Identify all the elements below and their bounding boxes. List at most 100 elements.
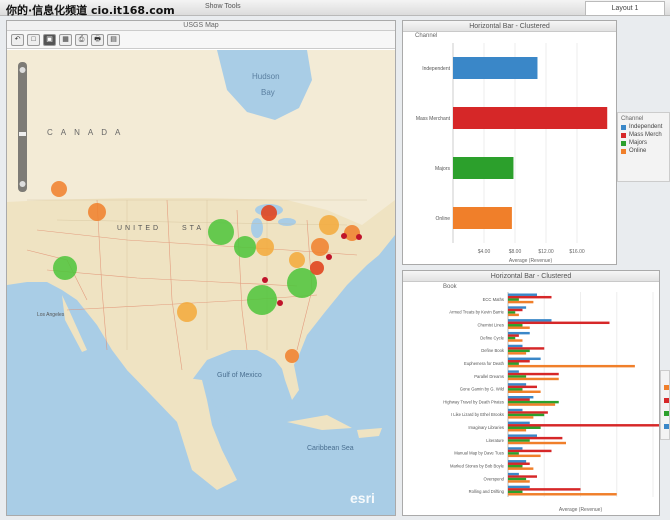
- map-label-bay: Bay: [261, 88, 275, 97]
- print-icon[interactable]: ⎙: [75, 34, 88, 46]
- category-label: Rolling and Drifting: [469, 489, 505, 494]
- map-toolbar: ↶ □ ▣ ▦ ⎙ 🖶 ▤: [7, 31, 395, 49]
- extent-icon[interactable]: □: [27, 34, 40, 46]
- printer-icon[interactable]: 🖶: [91, 34, 104, 46]
- bar: [508, 424, 659, 427]
- x-tick-label: $12.00: [538, 249, 554, 255]
- bar: [508, 308, 523, 312]
- bar: [508, 306, 527, 309]
- bar: [508, 454, 541, 458]
- legend-swatch: [621, 140, 626, 146]
- bar: [508, 334, 519, 337]
- bar: [508, 362, 519, 365]
- category-label: Overspend: [484, 476, 505, 481]
- category-label: Marked Stones by Bob Boyle: [450, 463, 505, 468]
- bar: [508, 313, 519, 317]
- bottom-chart-panel: Horizontal Bar - Clustered Book ECC Math…: [402, 270, 660, 516]
- category-label: Gone Gamin by G. Wild: [460, 387, 505, 392]
- legend-item[interactable]: Mass Merch: [621, 132, 666, 138]
- x-tick-label: $8.00: [509, 249, 522, 255]
- bar: [508, 360, 530, 363]
- bar: [508, 475, 537, 478]
- top-chart-header: Channel: [415, 33, 438, 39]
- bar: [508, 321, 610, 325]
- map-label-sta: STA: [182, 225, 205, 232]
- bar: [508, 364, 635, 368]
- bar: [508, 403, 556, 406]
- map-view-icon[interactable]: ▣: [43, 34, 56, 46]
- map-label-united: UNITED: [117, 225, 162, 232]
- bar: [453, 207, 512, 229]
- bar: [508, 477, 527, 481]
- bar: [508, 372, 559, 376]
- legend-label: Majors: [629, 140, 648, 146]
- back-icon[interactable]: ↶: [11, 34, 24, 46]
- category-label: Manual Map by Dave Tues: [454, 451, 504, 456]
- bar: [508, 349, 530, 353]
- bar: [508, 311, 516, 314]
- bar: [508, 375, 527, 378]
- map-title: USGS Map: [7, 21, 395, 31]
- bar: [508, 390, 541, 393]
- category-label: Mass Merchant: [416, 116, 451, 122]
- bar: [508, 396, 534, 399]
- map-svg: [7, 50, 395, 515]
- category-label: Euphemera for Death: [464, 361, 505, 366]
- bar: [508, 447, 523, 450]
- category-label: Literature: [486, 438, 504, 443]
- category-label: ECC Maths: [483, 297, 504, 302]
- bar: [508, 472, 519, 476]
- zoom-slider[interactable]: [18, 62, 27, 192]
- map-label-caribbean: Caribbean Sea: [307, 445, 354, 452]
- top-chart-svg: $4.00 $8.00 $12.00 $16.00 Independent Mass Me…: [416, 43, 608, 264]
- bar: [508, 485, 530, 489]
- top-bar: 你的·信息化频道 cio.it168.com Show Tools Layout…: [0, 0, 670, 17]
- watermark: 你的·信息化频道 cio.it168.com: [6, 4, 175, 17]
- map-label-hudson: Hudson: [252, 72, 280, 81]
- bar: [508, 383, 527, 386]
- legend-item[interactable]: Majors: [621, 140, 666, 146]
- top-chart-panel: Horizontal Bar - Clustered Channel $4.00…: [402, 20, 617, 265]
- bar: [508, 331, 530, 335]
- bar: [508, 462, 530, 465]
- legend-item[interactable]: Online: [621, 148, 666, 154]
- bar: [508, 421, 530, 425]
- bar: [508, 319, 552, 322]
- map-canvas[interactable]: Hudson Bay CANADA UNITED STA Los Angeles…: [7, 50, 395, 515]
- legend-swatch: [621, 148, 626, 154]
- bar: [508, 416, 534, 419]
- map-label-canada: CANADA: [47, 128, 129, 137]
- bar: [508, 426, 541, 429]
- legend-label: Online: [629, 148, 647, 154]
- x-axis-label: Average (Revenue): [559, 507, 603, 513]
- bar: [508, 493, 617, 496]
- bar: [508, 344, 523, 348]
- grid-icon[interactable]: ▦: [59, 34, 72, 46]
- category-label: Independent: [422, 66, 450, 72]
- legend-swatch: [621, 124, 626, 130]
- layers-icon[interactable]: ▤: [107, 34, 120, 46]
- bar: [453, 57, 538, 79]
- bar: [508, 370, 519, 373]
- category-label: Armed Treats by Kevin Barrie: [449, 310, 504, 315]
- bar: [508, 400, 559, 404]
- bar: [508, 339, 523, 342]
- category-label: Highway Travel by Death Pirates: [443, 399, 504, 404]
- top-chart-legend: Channel Independent Mass Merch Majors Onlin…: [617, 112, 670, 182]
- category-label: Define Cycle: [480, 335, 504, 340]
- bar: [508, 377, 559, 381]
- bar: [508, 449, 552, 453]
- menu-show-tools[interactable]: Show Tools: [205, 3, 241, 10]
- bar: [508, 295, 552, 299]
- tab-layout-1[interactable]: Layout 1: [585, 1, 665, 15]
- bar: [508, 408, 523, 412]
- legend-rows: Independent Mass Merch Majors Online: [621, 124, 666, 154]
- bar: [508, 293, 537, 296]
- legend-item[interactable]: Independent: [621, 124, 666, 130]
- bar: [508, 467, 534, 470]
- bar: [508, 441, 566, 445]
- bar: [508, 460, 527, 463]
- bar: [508, 452, 519, 455]
- bar: [508, 439, 530, 442]
- x-axis-label: Average (Revenue): [509, 258, 553, 264]
